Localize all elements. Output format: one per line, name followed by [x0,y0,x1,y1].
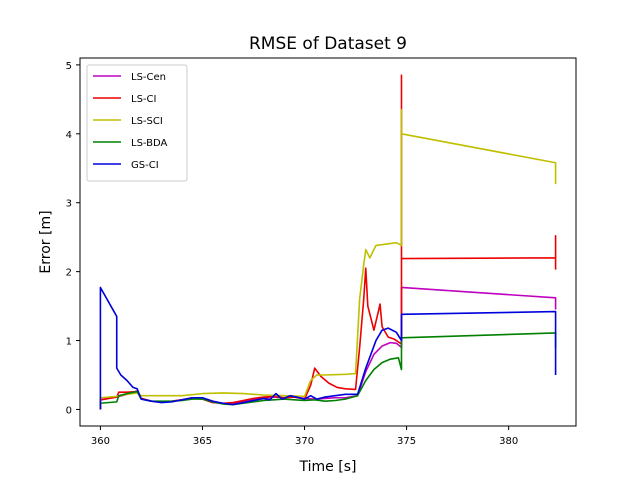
legend-label: LS-CI [131,94,156,105]
x-axis-label: Time [s] [299,459,357,475]
x-tick-label: 360 [91,436,110,447]
y-tick-label: 1 [66,337,72,348]
series-line-ls-sci [99,108,557,410]
chart-title: RMSE of Dataset 9 [249,34,407,54]
legend-label: GS-CI [131,160,159,171]
y-tick-label: 3 [66,199,72,210]
x-tick-label: 370 [295,436,314,447]
series-line-ls-cen [99,286,557,410]
x-axis-ticks: 360 365 370 375 380 [91,426,518,447]
y-tick-label: 4 [66,130,72,141]
y-axis-ticks: 0 1 2 3 4 5 [66,61,80,416]
x-tick-label: 375 [397,436,416,447]
y-axis-label: Error [m] [38,210,54,273]
legend-label: LS-BDA [131,138,168,149]
plot-lines [99,74,557,410]
x-tick-label: 380 [499,436,518,447]
legend-label: LS-Cen [131,72,166,83]
series-line-gs-ci [99,286,557,410]
y-tick-label: 2 [66,268,72,279]
y-tick-label: 5 [66,61,72,72]
x-tick-label: 365 [193,436,212,447]
legend-label: LS-SCI [131,116,163,127]
y-tick-label: 0 [66,405,72,416]
legend-box [86,64,188,182]
plot-frame [79,57,577,427]
legend: LS-Cen LS-CI LS-SCI LS-BDA GS-CI [86,64,188,182]
